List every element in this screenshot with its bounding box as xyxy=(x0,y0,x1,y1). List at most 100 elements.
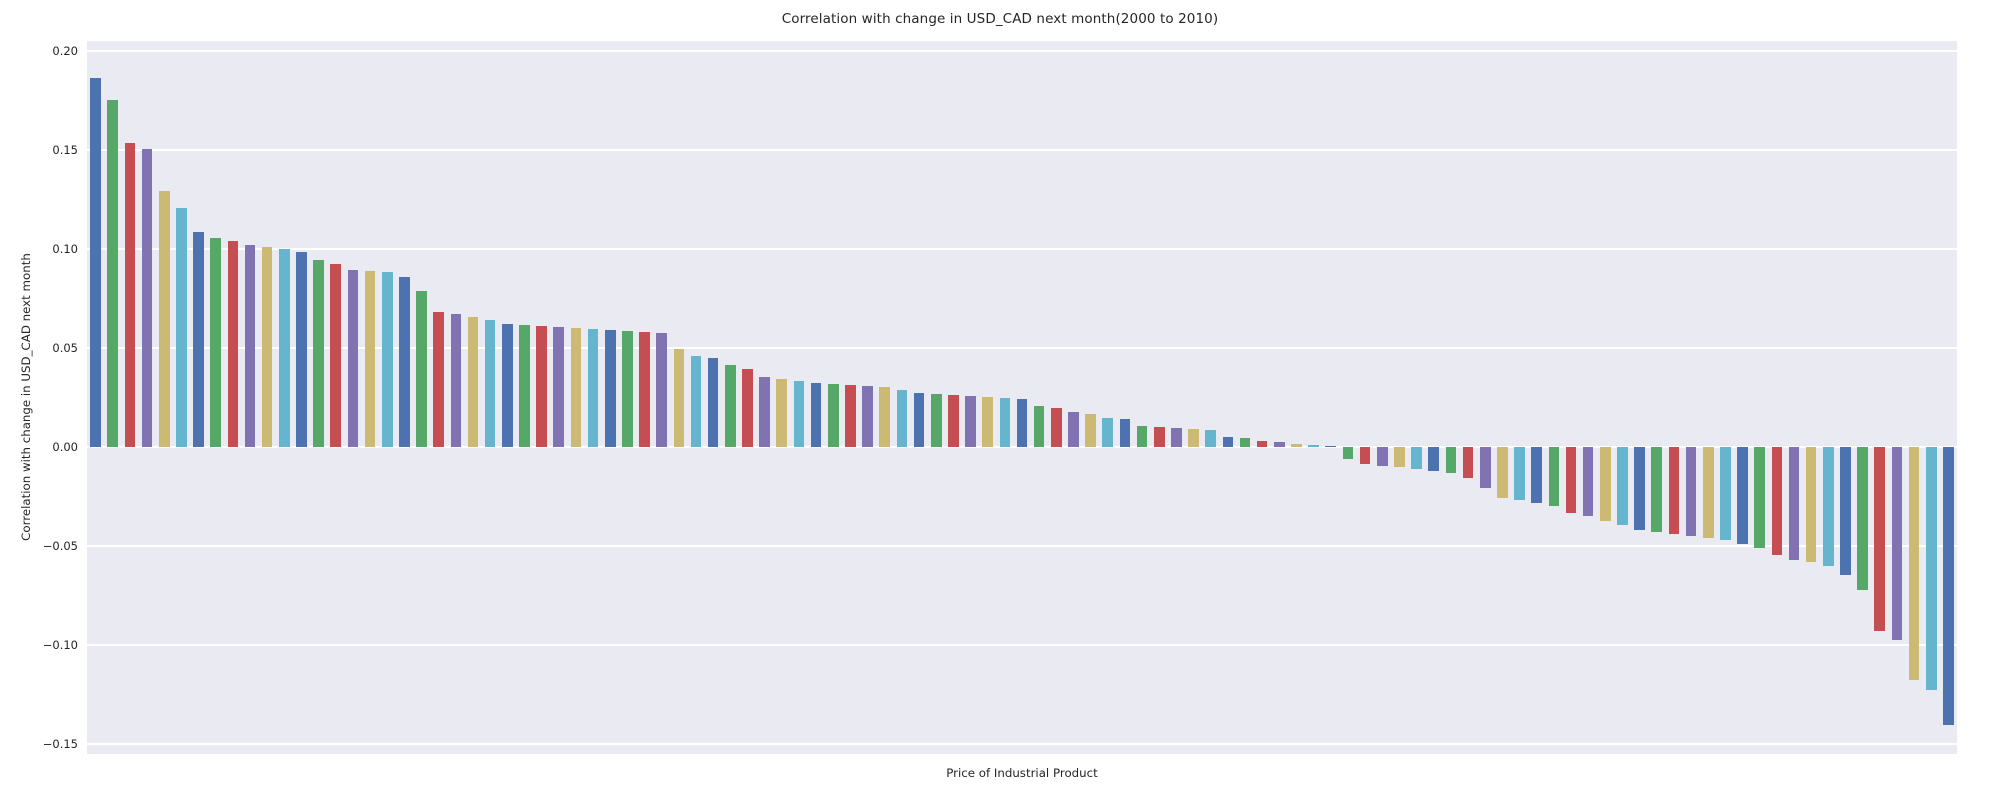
bar xyxy=(1531,447,1542,504)
bar xyxy=(570,328,582,447)
bar xyxy=(1325,446,1337,448)
bar xyxy=(982,396,993,447)
bar xyxy=(1805,447,1817,562)
gridline xyxy=(87,644,1957,646)
bar xyxy=(1308,445,1319,447)
bar xyxy=(313,259,324,447)
bar xyxy=(1256,441,1268,447)
y-axis-ticks: 0.20 0.15 0.10 0.05 0.00 −0.05 −0.10 −0.15 xyxy=(0,41,78,754)
bar xyxy=(1411,447,1422,469)
bar xyxy=(1857,447,1868,590)
bar xyxy=(107,100,119,447)
bar xyxy=(1153,427,1165,447)
bar xyxy=(965,395,976,447)
bar xyxy=(1891,447,1903,641)
y-axis-label: Correlation with change in USD_CAD next … xyxy=(19,253,33,541)
bar xyxy=(1068,412,1079,447)
bar xyxy=(810,382,822,447)
bar xyxy=(845,384,856,447)
bar xyxy=(176,208,187,447)
bar xyxy=(330,263,342,447)
bar xyxy=(141,148,153,447)
y-tick-label: −0.10 xyxy=(42,638,78,653)
bar xyxy=(1943,447,1954,726)
bar xyxy=(690,355,702,447)
bar xyxy=(1771,447,1783,555)
bar xyxy=(124,142,136,447)
bar xyxy=(227,241,239,447)
bar xyxy=(1874,447,1886,632)
bar xyxy=(1823,447,1834,566)
bar xyxy=(536,326,547,447)
bar xyxy=(433,312,444,447)
bar xyxy=(1136,426,1148,447)
bar xyxy=(862,385,873,447)
bar xyxy=(1668,447,1680,535)
bar xyxy=(587,329,599,447)
bar xyxy=(1445,447,1457,473)
bar xyxy=(1342,447,1354,459)
bar xyxy=(381,271,393,447)
y-tick-label: 0.20 xyxy=(52,43,78,58)
bar xyxy=(1634,447,1645,531)
bar xyxy=(948,394,959,447)
bar xyxy=(1651,447,1663,533)
bar xyxy=(158,190,170,447)
bar xyxy=(930,393,942,447)
bar xyxy=(450,314,462,447)
bar xyxy=(1394,447,1405,467)
bar xyxy=(467,317,479,447)
bar xyxy=(1102,418,1114,447)
bar xyxy=(1119,419,1131,447)
bar xyxy=(656,333,668,447)
bar xyxy=(399,276,410,447)
y-tick-label: −0.05 xyxy=(42,539,78,554)
bar xyxy=(1788,447,1800,560)
bar xyxy=(1514,447,1525,501)
bar xyxy=(244,244,256,447)
bar xyxy=(1737,447,1748,545)
bar xyxy=(776,378,788,447)
bar xyxy=(896,389,908,447)
bar xyxy=(210,238,221,447)
bar xyxy=(553,327,565,447)
bar xyxy=(1840,447,1851,575)
gridline xyxy=(87,446,1957,448)
bar xyxy=(639,332,650,447)
bar xyxy=(1085,414,1096,447)
bar xyxy=(347,269,359,447)
bar xyxy=(1925,447,1937,690)
bar xyxy=(1016,399,1028,447)
plot-area xyxy=(87,41,1957,754)
bar xyxy=(1720,447,1731,541)
bar xyxy=(296,251,307,447)
bar-series xyxy=(87,41,1957,754)
bar xyxy=(1188,429,1199,447)
bar xyxy=(622,331,633,447)
bar xyxy=(1171,428,1182,447)
bar xyxy=(1376,447,1388,466)
bar xyxy=(673,348,685,447)
bar xyxy=(759,376,770,447)
bar xyxy=(416,290,427,447)
bar xyxy=(827,383,839,447)
bar xyxy=(1291,444,1302,447)
bar xyxy=(1754,447,1765,548)
bar xyxy=(1497,447,1508,498)
bar xyxy=(1033,406,1045,447)
bar xyxy=(793,380,805,447)
bar xyxy=(1205,430,1217,447)
chart-title: Correlation with change in USD_CAD next … xyxy=(781,11,1219,27)
bar xyxy=(193,232,204,447)
gridline xyxy=(87,743,1957,745)
bar xyxy=(1617,447,1628,526)
bar xyxy=(278,248,290,447)
bar xyxy=(913,392,925,447)
bar xyxy=(1548,447,1560,507)
bar xyxy=(604,330,616,447)
gridline xyxy=(87,248,1957,250)
y-tick-label: 0.05 xyxy=(52,340,78,355)
y-tick-label: 0.10 xyxy=(52,241,78,256)
bar xyxy=(1908,447,1920,680)
